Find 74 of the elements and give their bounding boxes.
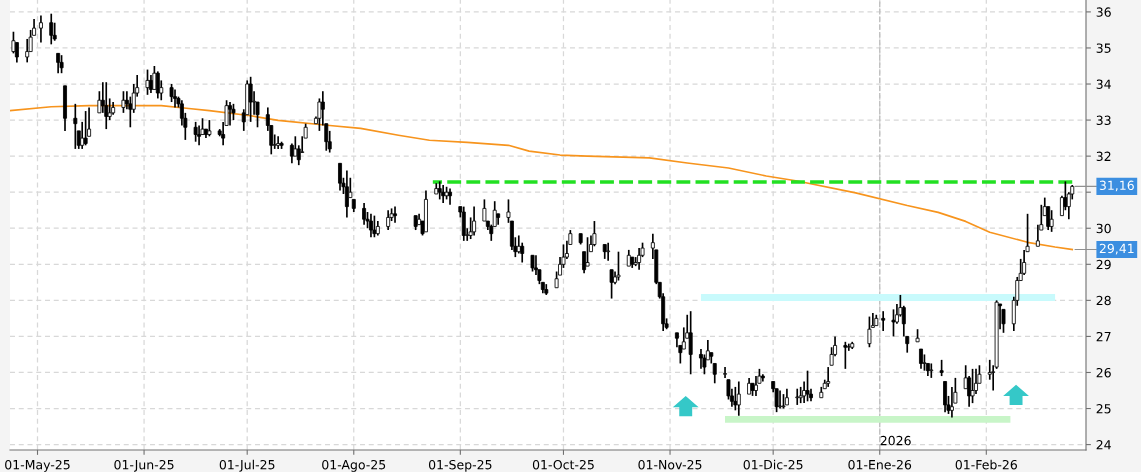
line-series [10, 104, 1074, 251]
candlestick [193, 121, 198, 143]
candlestick [733, 386, 738, 412]
candlestick [712, 362, 717, 385]
y-tick-label: 29 [1096, 259, 1111, 270]
candlestick [970, 368, 975, 404]
candlestick [1063, 180, 1068, 212]
candlestick [393, 205, 397, 224]
candlestick [338, 162, 342, 192]
candlestick [1049, 209, 1054, 233]
candlestick [592, 220, 597, 248]
candlestick [1001, 308, 1006, 334]
candlestick [688, 310, 693, 376]
candlestick [795, 387, 800, 406]
candlestick [155, 70, 160, 100]
candlestick [152, 65, 157, 91]
x-tick-label: 01-Ene-26 [848, 459, 912, 470]
x-tick-label: 01-Nov-25 [638, 459, 702, 470]
candlestick [754, 375, 758, 397]
candlestick [128, 95, 133, 129]
x-tick-label: 01-May-25 [5, 459, 70, 472]
candlestick [59, 54, 64, 75]
candlestick [83, 110, 88, 147]
candlestick [169, 83, 174, 103]
x-tick-label: 01-Sep-25 [428, 459, 492, 472]
y-tick-label: 34 [1096, 79, 1111, 89]
candlestick [881, 310, 886, 332]
candlestick [616, 250, 621, 282]
y-tick-label: 32 [1096, 151, 1111, 162]
candlestick [606, 241, 611, 262]
x-tick-label: 01-Feb-26 [955, 459, 1017, 470]
y-tick-label: 25 [1096, 404, 1111, 414]
candlestick [699, 348, 703, 370]
candlestick [49, 12, 54, 46]
candlestick [949, 386, 954, 419]
y-tick-label: 26 [1096, 367, 1111, 378]
candlestick [826, 366, 831, 388]
y-tick-label: 28 [1096, 295, 1111, 306]
y-tick-label: 35 [1096, 43, 1111, 53]
candlestick [145, 68, 150, 96]
candlestick [173, 88, 177, 109]
y-tick-label: 36 [1096, 7, 1111, 17]
x-tick-label: 01-Ago-25 [322, 459, 386, 472]
x-tick-label: 01-Dic-25 [743, 459, 803, 470]
candlestick [723, 366, 728, 379]
annotation: 31,16 [1099, 180, 1134, 192]
candlestick [121, 90, 126, 114]
y-tick-label: 27 [1096, 331, 1111, 342]
candlestick [867, 315, 872, 349]
candlestick [919, 348, 923, 370]
y-tick-label: 33 [1096, 115, 1111, 125]
candlestick [1035, 223, 1040, 248]
candlestick [104, 81, 109, 130]
y-tick-label: 24 [1096, 440, 1111, 450]
x-tick-label: 01-Jun-25 [114, 459, 174, 472]
candlestick [736, 380, 741, 417]
candlestick [197, 124, 202, 147]
ref-line-label: 2026 [880, 435, 911, 446]
x-tick-label: 01-Oct-25 [532, 459, 594, 470]
candlestick [56, 52, 61, 75]
candlestick [25, 38, 30, 64]
y-tick-label: 30 [1096, 223, 1111, 234]
annotation: 29,41 [1099, 243, 1134, 255]
candlestick [38, 14, 43, 44]
candlestick [362, 202, 367, 226]
candlestick [1046, 205, 1051, 231]
candlestick [943, 380, 948, 413]
x-tick-label: 01-Jul-25 [219, 459, 275, 472]
candlestick [891, 308, 896, 338]
candlestick [637, 247, 642, 271]
candlestick [73, 103, 78, 150]
candlestick [702, 353, 707, 376]
candlestick [228, 101, 232, 127]
candlestick [472, 205, 477, 237]
